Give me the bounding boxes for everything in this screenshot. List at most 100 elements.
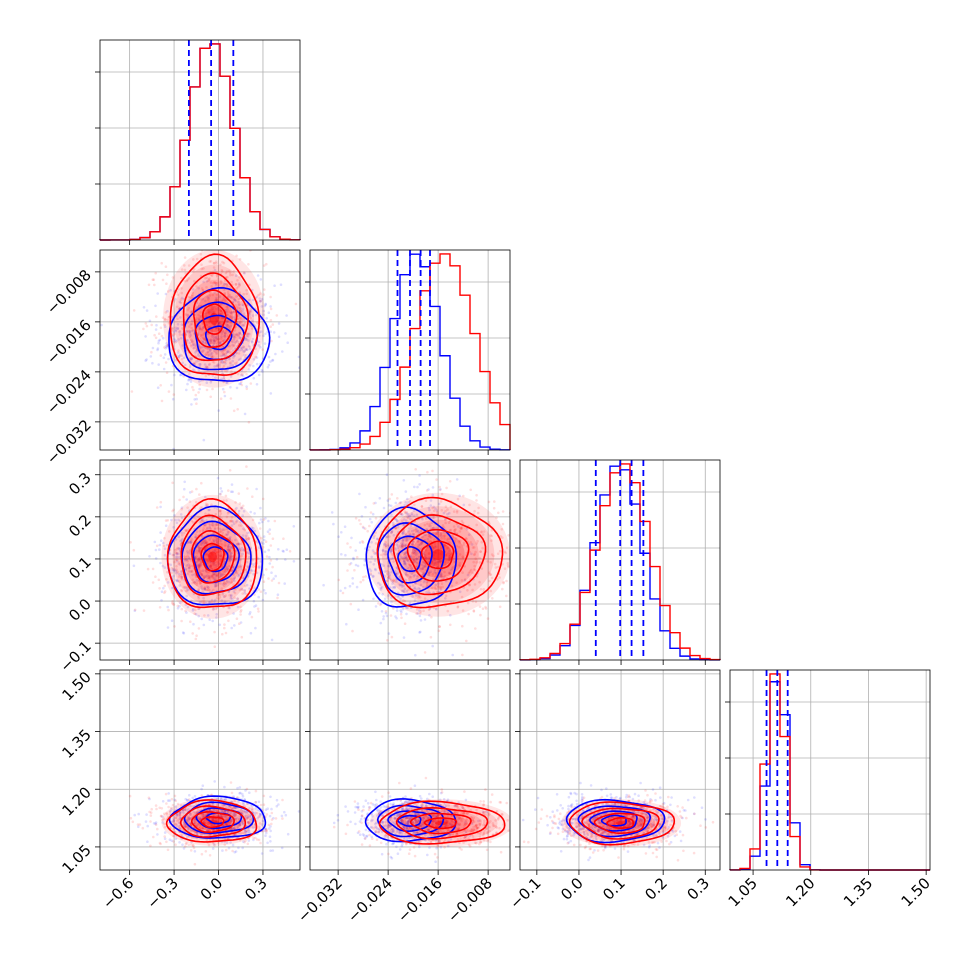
scatter-point — [209, 339, 213, 342]
scatter-point — [379, 515, 383, 519]
scatter-point — [267, 548, 271, 552]
scatter-point — [460, 527, 463, 531]
scatter-point — [230, 827, 233, 830]
scatter-point — [203, 588, 207, 591]
scatter-point — [486, 560, 490, 563]
scatter-point — [242, 271, 246, 275]
scatter-point — [241, 324, 244, 327]
scatter-point — [379, 602, 383, 605]
scatter-point — [200, 827, 204, 830]
scatter-point — [248, 831, 251, 835]
y-tick-label: 0.2 — [65, 511, 95, 541]
scatter-point — [213, 524, 217, 527]
scatter-point — [374, 567, 377, 571]
scatter-point — [387, 632, 391, 635]
scatter-point — [378, 591, 381, 595]
scatter-point — [246, 531, 249, 535]
scatter-point — [414, 560, 418, 563]
scatter-point — [380, 610, 384, 613]
scatter-point — [209, 536, 212, 539]
scatter-point — [404, 562, 407, 565]
scatter-point — [185, 557, 188, 561]
scatter-point — [195, 349, 198, 353]
scatter-point — [349, 562, 353, 565]
scatter-point — [458, 530, 462, 533]
scatter-point — [238, 336, 242, 340]
scatter-point — [414, 468, 418, 471]
scatter-point — [458, 561, 462, 565]
scatter-point — [197, 304, 201, 308]
scatter-point — [214, 260, 218, 264]
scatter-point — [192, 388, 195, 392]
scatter-point — [172, 574, 175, 578]
scatter-point — [427, 560, 430, 564]
scatter-point — [337, 535, 340, 538]
scatter-point — [213, 365, 216, 368]
scatter-point — [401, 608, 405, 611]
scatter-point — [166, 605, 169, 609]
scatter-point — [407, 530, 410, 533]
scatter-point — [427, 591, 430, 594]
scatter-point — [188, 500, 192, 503]
scatter-point — [172, 553, 176, 557]
scatter-point — [200, 267, 204, 271]
scatter-point — [238, 382, 241, 386]
scatter-point — [188, 793, 191, 797]
scatter-point — [409, 524, 413, 527]
scatter-point — [215, 364, 218, 368]
scatter-point — [217, 593, 220, 597]
scatter-point — [180, 531, 183, 535]
scatter-point — [418, 614, 422, 618]
scatter-point — [157, 341, 160, 345]
scatter-point — [472, 610, 476, 613]
scatter-point — [171, 601, 174, 605]
scatter-point — [246, 551, 250, 554]
panel-frame — [729, 669, 931, 871]
scatter-point — [217, 321, 221, 325]
scatter-point — [227, 548, 231, 551]
scatter-point — [417, 595, 420, 599]
scatter-point — [416, 530, 420, 533]
scatter-point — [191, 385, 194, 389]
scatter-point — [262, 538, 266, 542]
scatter-point — [210, 523, 214, 527]
scatter-point — [409, 555, 413, 559]
contour-series-b — [420, 540, 455, 570]
scatter-point — [199, 252, 203, 256]
scatter-point — [408, 537, 412, 540]
scatter-point — [238, 824, 241, 827]
scatter-point — [225, 370, 229, 373]
scatter-point — [206, 561, 209, 564]
scatter-point — [207, 586, 210, 589]
scatter-point — [379, 621, 383, 625]
scatter-point — [208, 526, 212, 530]
scatter-point — [186, 605, 190, 609]
scatter-point — [180, 268, 184, 271]
scatter-point — [403, 562, 406, 566]
scatter-point — [207, 588, 210, 591]
scatter-point — [182, 531, 186, 535]
scatter-point — [402, 590, 406, 594]
scatter-point — [265, 831, 268, 835]
scatter-point — [209, 564, 212, 568]
scatter-point — [201, 535, 204, 538]
scatter-point — [136, 823, 140, 826]
scatter-point — [173, 514, 176, 517]
scatter-point — [195, 397, 198, 401]
scatter-point — [400, 585, 404, 588]
scatter-point — [164, 361, 168, 364]
scatter-point — [211, 355, 215, 359]
scatter-point — [377, 571, 381, 575]
scatter-point — [322, 583, 325, 587]
scatter-point — [241, 303, 245, 307]
scatter-point — [426, 522, 429, 526]
scatter-point — [363, 559, 367, 562]
scatter-point — [212, 349, 216, 352]
scatter-point — [448, 529, 452, 532]
scatter-point — [385, 535, 388, 539]
scatter-point — [213, 549, 217, 553]
scatter-point — [215, 282, 218, 285]
scatter-point — [238, 303, 241, 306]
scatter-point — [178, 329, 182, 333]
scatter-point — [403, 561, 407, 564]
